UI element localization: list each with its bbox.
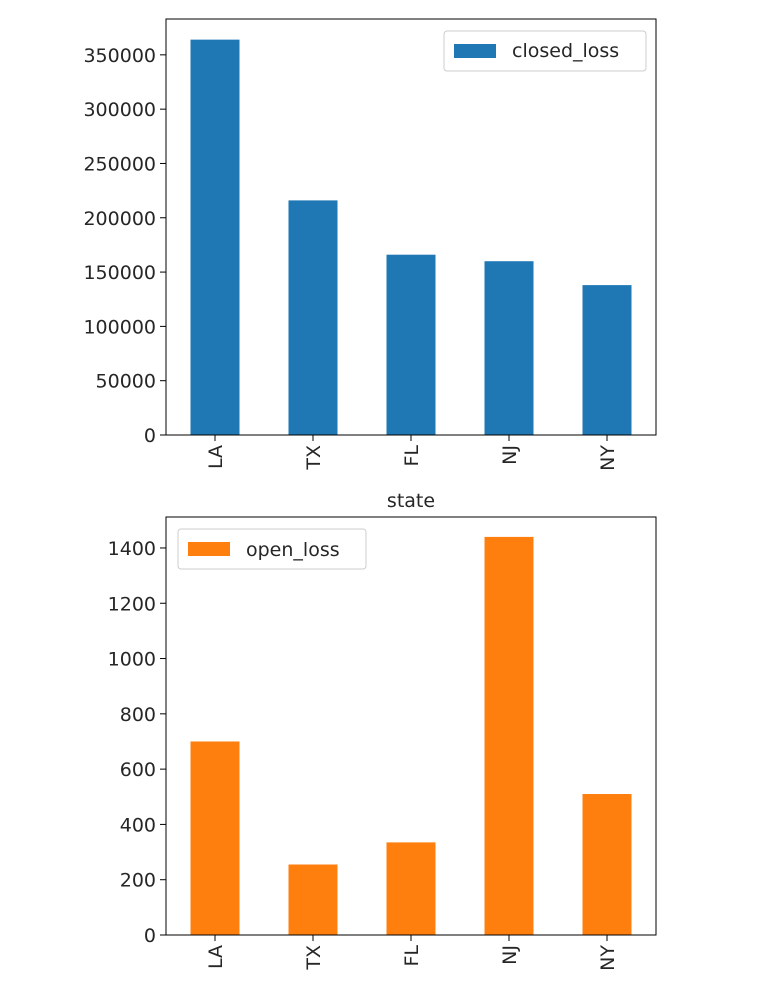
y-tick-label: 50000 [96,371,156,393]
y-tick-label: 1200 [108,593,156,615]
closed-loss-y-ticks: 0 50000 100000 150000 200000 250000 300000 3500… [83,45,166,447]
closed-loss-x-axis-label: state [387,490,435,512]
y-tick-label: 0 [144,925,156,947]
x-tick-label-ny: NY [597,945,619,971]
y-tick-label: 250000 [83,153,156,175]
x-tick-label-tx: TX [303,945,325,971]
x-tick-label-fl: FL [401,445,423,467]
x-tick-label-la: LA [205,445,227,469]
open-loss-chart: 0 200 400 600 800 1000 1200 1400 LA TX FL NJ NY ope… [108,516,657,971]
closed-loss-legend: closed_loss [443,30,647,72]
open-loss-legend-box [177,528,367,570]
open-loss-legend-label: open_loss [246,539,340,561]
bar-ny [582,794,632,935]
closed-loss-legend-label: closed_loss [512,40,619,62]
closed-loss-legend-swatch [454,44,496,58]
bar-nj [484,536,534,935]
bar-tx [288,864,338,935]
y-tick-label: 150000 [83,262,156,284]
x-tick-label-nj: NJ [499,945,521,965]
y-tick-label: 200 [120,870,156,892]
open-loss-bars [190,536,632,935]
y-tick-label: 600 [120,759,156,781]
y-tick-label: 350000 [83,45,156,67]
closed-loss-legend-box [443,30,647,72]
open-loss-x-ticks: LA TX FL NJ NY [205,935,619,971]
x-tick-label-la: LA [205,945,227,969]
x-tick-label-tx: TX [303,445,325,471]
y-tick-label: 1000 [108,649,156,671]
x-tick-label-fl: FL [401,945,423,967]
y-tick-label: 1400 [108,538,156,560]
x-tick-label-ny: NY [597,445,619,471]
x-tick-label-nj: NJ [499,445,521,465]
bar-nj [484,261,534,435]
bar-fl [386,254,436,435]
open-loss-y-ticks: 0 200 400 600 800 1000 1200 1400 [108,538,166,947]
bar-tx [288,200,338,435]
closed-loss-chart: 0 50000 100000 150000 200000 250000 300000 3500… [83,18,657,512]
bar-la [190,39,240,435]
closed-loss-x-ticks: LA TX FL NJ NY [205,435,619,471]
bar-fl [386,842,436,935]
open-loss-legend: open_loss [177,528,367,570]
y-tick-label: 100000 [83,316,156,338]
y-tick-label: 400 [120,814,156,836]
open-loss-legend-swatch [188,542,230,556]
y-tick-label: 300000 [83,99,156,121]
bar-ny [582,285,632,435]
y-tick-label: 0 [144,425,156,447]
y-tick-label: 200000 [83,208,156,230]
bar-la [190,741,240,935]
y-tick-label: 800 [120,704,156,726]
closed-loss-bars [190,39,632,435]
